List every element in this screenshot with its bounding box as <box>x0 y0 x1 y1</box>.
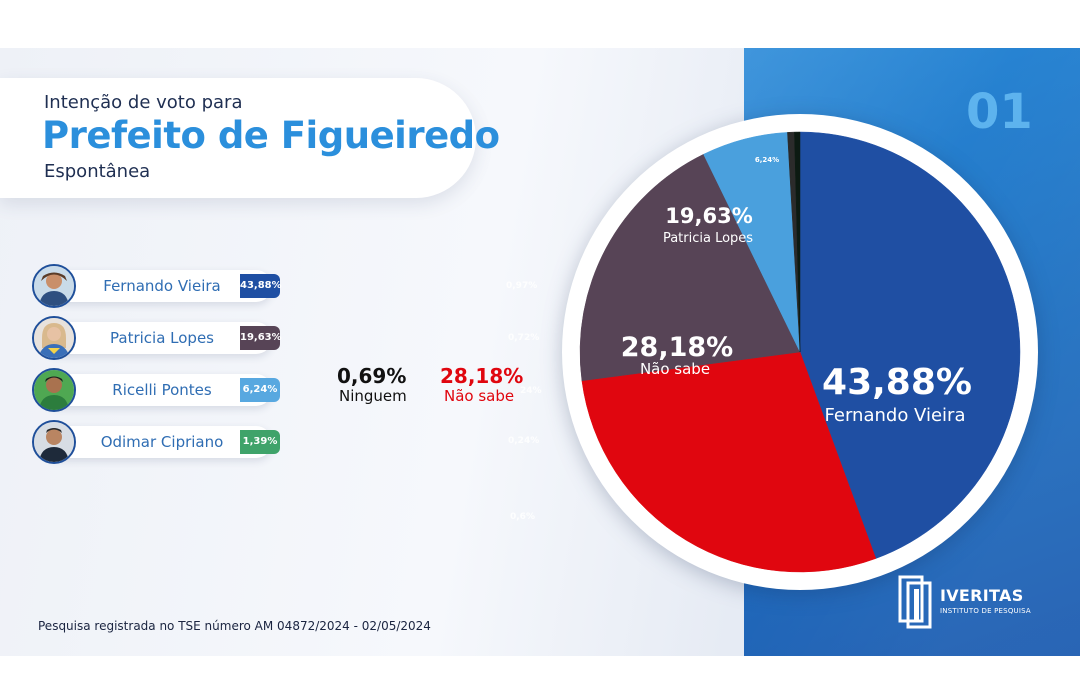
slice-value-label: 6,24% <box>755 156 779 164</box>
candidate-row: Odimar Cipriano 1,39% <box>32 420 282 464</box>
candidate-row: Patricia Lopes 19,63% <box>32 316 282 360</box>
avatar-photo-icon <box>34 318 74 358</box>
candidate-value-badge: 19,63% <box>240 326 282 350</box>
slice-value-label: 28,18% <box>621 332 733 363</box>
ghost-label: 0,72% <box>508 333 540 343</box>
candidate-value-badge: 1,39% <box>240 430 280 454</box>
logo-tagline: INSTITUTO DE PESQUISA <box>940 607 1031 615</box>
logo-mark-icon <box>898 575 932 629</box>
slice-value-label: 19,63% <box>665 204 752 228</box>
candidate-name: Patricia Lopes <box>110 329 214 347</box>
pie-slice-2 <box>579 153 801 382</box>
avatar-photo-icon <box>34 266 74 306</box>
avatar-photo-icon <box>34 422 74 462</box>
candidate-pill <box>42 374 272 406</box>
candidate-pill <box>42 322 272 354</box>
naosabe-label: Não sabe <box>444 387 515 405</box>
candidate-row: Fernando Vieira 43,88% <box>32 264 282 308</box>
iveritas-logo: IVERITAS INSTITUTO DE PESQUISA <box>898 573 1038 629</box>
ninguem-label: Ninguem <box>339 387 407 405</box>
page-number: 01 <box>966 84 1033 140</box>
logo-name: IVERITAS <box>940 586 1024 605</box>
slice-value-label: 43,88% <box>822 362 972 403</box>
ghost-label: 0,6% <box>510 512 535 522</box>
candidate-avatar <box>32 420 76 464</box>
ghost-label: 0,97% <box>506 281 538 291</box>
candidate-name: Fernando Vieira <box>103 277 221 295</box>
slice-name-label: Patricia Lopes <box>663 231 753 246</box>
slice-name-label: Não sabe <box>640 360 710 378</box>
slice-name-label: Fernando Vieira <box>825 405 966 426</box>
naosabe-value: 28,18% <box>440 364 524 388</box>
candidate-value-badge: 6,24% <box>240 378 280 402</box>
pie-slice-0 <box>799 131 1021 559</box>
candidate-name: Ricelli Pontes <box>112 381 212 399</box>
avatar-photo-icon <box>34 370 74 410</box>
candidate-pill <box>42 426 272 458</box>
title-intro: Intenção de voto para <box>44 92 243 113</box>
candidate-name: Odimar Cipriano <box>100 433 224 451</box>
pie-slices <box>579 131 1021 573</box>
pie-labels: 43,88% Fernando Vieira 28,18% Não sabe 1… <box>621 156 972 426</box>
candidate-value-badge: 43,88% <box>240 274 282 298</box>
candidate-avatar <box>32 264 76 308</box>
candidate-pill <box>42 270 272 302</box>
pie-slice-1 <box>581 351 877 573</box>
ninguem-value: 0,69% <box>337 364 407 388</box>
candidate-avatar <box>32 316 76 360</box>
ghost-label: 0,24% <box>508 436 540 446</box>
footer-note: Pesquisa registrada no TSE número AM 048… <box>38 619 431 633</box>
candidate-row: Ricelli Pontes 6,24% <box>32 368 282 412</box>
pie-slice-5 <box>794 131 801 353</box>
candidate-avatar <box>32 368 76 412</box>
title-card <box>0 78 476 198</box>
ghost-label: 24% <box>520 386 542 396</box>
page-title: Prefeito de Figueiredo <box>42 114 500 157</box>
title-subtitle: Espontânea <box>44 161 151 182</box>
